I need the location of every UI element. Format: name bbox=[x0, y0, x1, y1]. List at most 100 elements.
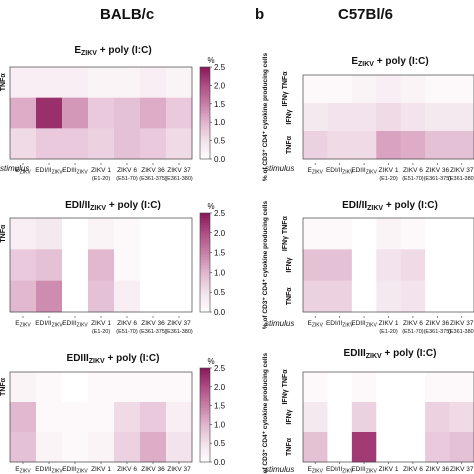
heatmap-cell bbox=[10, 402, 37, 433]
colorbar-segment bbox=[200, 133, 210, 137]
heatmap-cell bbox=[400, 131, 426, 160]
heatmap-cell bbox=[400, 402, 426, 433]
colorbar-frame bbox=[199, 212, 211, 313]
heatmap-cell bbox=[449, 131, 474, 160]
colorbar-tick-label: 1.5 bbox=[214, 402, 226, 411]
right-panel-title: EZIKV + poly (I:C) bbox=[351, 56, 428, 68]
colorbar-segment bbox=[200, 457, 210, 461]
heatmap-cell bbox=[327, 103, 353, 132]
heatmap-cell bbox=[36, 372, 63, 403]
x-tick-label: ZIKV 36 bbox=[426, 320, 450, 327]
x-tick-label: ZIKV 36 bbox=[141, 320, 165, 327]
colorbar-segment bbox=[200, 284, 210, 288]
x-tick-label: ZIKV 36 bbox=[426, 167, 450, 174]
x-tick-label: EZIKV bbox=[15, 466, 31, 474]
heatmap-cell bbox=[351, 218, 377, 250]
x-tick-label: EDIIIZIKV bbox=[351, 466, 377, 474]
heatmap-cell bbox=[62, 402, 89, 433]
colorbar-segment bbox=[200, 237, 210, 241]
colorbar-segment bbox=[200, 154, 210, 158]
colorbar-segment bbox=[200, 108, 210, 112]
heatmap-cell bbox=[88, 97, 115, 129]
colorbar-tick-label: 0.0 bbox=[214, 155, 226, 164]
colorbar-segment bbox=[200, 429, 210, 432]
heatmap-cell bbox=[449, 103, 474, 132]
heatmap-cell bbox=[376, 280, 402, 313]
x-tick-label: ZIKV 6 bbox=[117, 320, 137, 327]
colorbar-segment bbox=[200, 307, 210, 311]
colorbar-segment bbox=[200, 67, 210, 70]
x-tick-label: EDIIIZIKV bbox=[351, 167, 377, 176]
heatmap-cell bbox=[36, 67, 63, 99]
heatmap-cell bbox=[351, 131, 377, 160]
heatmap-cell bbox=[449, 280, 474, 313]
x-tick-label-range: (E51-70) bbox=[116, 329, 138, 335]
heatmap-cell bbox=[62, 67, 89, 99]
x-tick-label: ZIKV 37 bbox=[167, 320, 191, 327]
colorbar-tick-label: 2.0 bbox=[214, 81, 226, 90]
colorbar-segment bbox=[200, 431, 210, 435]
colorbar-segment bbox=[200, 145, 210, 148]
colorbar-tick-label: 0.0 bbox=[214, 308, 226, 317]
heatmap-cell bbox=[400, 432, 426, 463]
heatmap-cell bbox=[376, 218, 402, 250]
heatmap-cell bbox=[166, 128, 193, 160]
colorbar-segment bbox=[200, 396, 210, 400]
colorbar-segment bbox=[200, 289, 210, 293]
heatmap-cell bbox=[62, 432, 89, 463]
x-tick-label: ZIKV 6 bbox=[403, 466, 423, 473]
heatmap-cell bbox=[140, 372, 167, 403]
x-tick-label: EDIIIZIKV bbox=[62, 466, 88, 474]
colorbar-unit: % bbox=[207, 202, 214, 211]
colorbar-tick-label: 0.0 bbox=[214, 458, 226, 467]
x-tick-label: ZIKV 36 bbox=[426, 466, 450, 473]
colorbar-segment bbox=[200, 382, 210, 385]
heatmap-cell bbox=[140, 128, 167, 160]
left-panel-title: EDIIIZIKV + poly (I:C) bbox=[67, 353, 160, 365]
colorbar-segment bbox=[200, 245, 210, 249]
heatmap-cell bbox=[166, 67, 193, 99]
colorbar-tick-label: 0.5 bbox=[214, 439, 226, 448]
colorbar-segment bbox=[200, 274, 210, 278]
right-row-label-tnf: TNFα bbox=[286, 437, 293, 456]
heatmap-cell bbox=[114, 249, 141, 282]
heatmap-cell bbox=[327, 131, 353, 160]
heatmap-cell bbox=[166, 280, 193, 313]
colorbar-segment bbox=[200, 124, 210, 128]
x-tick-label-range: (E361-375) bbox=[424, 329, 452, 335]
colorbar-segment bbox=[200, 113, 210, 116]
colorbar-unit: % bbox=[207, 357, 214, 366]
heatmap-cell bbox=[425, 249, 450, 282]
stimulus-label: stimulus bbox=[265, 319, 294, 328]
colorbar-segment bbox=[200, 69, 210, 73]
x-tick-label: EDI/IIZIKV bbox=[326, 167, 354, 176]
x-tick-label: EZIKV bbox=[15, 320, 31, 329]
colorbar-segment bbox=[200, 424, 210, 428]
heatmap-cell bbox=[114, 67, 141, 99]
heatmap-cell bbox=[351, 432, 377, 463]
colorbar-segment bbox=[200, 115, 210, 119]
heatmap-cell bbox=[10, 372, 37, 403]
x-tick-label: EZIKV bbox=[307, 466, 323, 474]
heatmap-cell bbox=[376, 103, 402, 132]
heatmap-cell bbox=[376, 249, 402, 282]
colorbar-segment bbox=[200, 71, 210, 75]
colorbar-segment bbox=[200, 277, 210, 281]
heatmap-cell bbox=[351, 249, 377, 282]
heatmap-cell bbox=[36, 432, 63, 463]
colorbar-segment bbox=[200, 247, 210, 251]
heatmap-cell bbox=[327, 280, 353, 313]
colorbar-segment bbox=[200, 217, 210, 221]
x-tick-label-range: (E1-20) bbox=[92, 176, 111, 182]
heatmap-cell bbox=[10, 67, 37, 99]
heatmap-cell bbox=[140, 249, 167, 282]
heatmap-cell bbox=[303, 249, 328, 282]
colorbar-segment bbox=[200, 76, 210, 79]
x-tick-label-range: (E361-380) bbox=[165, 329, 193, 335]
colorbar-tick-label: 0.5 bbox=[214, 137, 226, 146]
heatmap-cell bbox=[303, 75, 328, 104]
right-panel-title: EDI/IIZIKV + poly (I:C) bbox=[342, 200, 438, 212]
heatmap-cell bbox=[425, 131, 450, 160]
heatmap-cell bbox=[140, 67, 167, 99]
heatmap-cell bbox=[36, 402, 63, 433]
